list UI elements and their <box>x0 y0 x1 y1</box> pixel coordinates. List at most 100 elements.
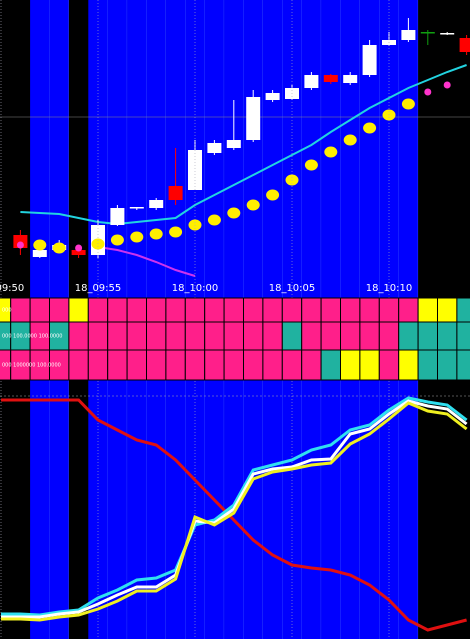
candle-body <box>304 75 319 88</box>
heatmap-cell <box>107 349 128 381</box>
overlay-line <box>97 246 196 277</box>
candle-body <box>323 75 338 82</box>
heatmap-cell <box>398 349 419 381</box>
heatmap-cell <box>68 321 89 351</box>
candle-body <box>32 250 47 257</box>
candle-body <box>420 32 435 34</box>
heatmap-cell <box>146 349 167 381</box>
heatmap-cell <box>340 321 361 351</box>
oscillator-line <box>1 396 468 617</box>
heatmap-cell <box>223 349 245 381</box>
oscillator-line <box>1 398 467 632</box>
heatmap-cell <box>243 349 264 381</box>
heatmap-cell <box>301 321 322 351</box>
indicator-dot <box>266 189 280 201</box>
indicator-dot <box>75 244 83 252</box>
candle-body <box>149 200 164 208</box>
indicator-dot <box>324 146 338 158</box>
time-label: 18_10:00 <box>172 283 219 294</box>
indicator-dot <box>52 242 66 254</box>
oscillator-line <box>1 399 468 619</box>
indicator-dot <box>363 122 377 134</box>
heatmap-cell <box>398 321 419 351</box>
row-label: 000 100.0000 100.0000 <box>2 334 62 340</box>
candle-body <box>459 38 470 52</box>
candle-body <box>168 186 183 200</box>
indicator-dot <box>169 226 183 238</box>
row-label: 000 <box>2 308 12 314</box>
heatmap-cell <box>49 297 70 323</box>
indicator-dot <box>110 234 124 246</box>
heatmap-cell <box>281 321 303 351</box>
heatmap-cell <box>223 321 245 351</box>
indicator-dot <box>443 81 451 89</box>
heatmap-cell <box>146 297 167 323</box>
heatmap-cell <box>107 321 128 351</box>
indicator-dot <box>16 241 24 249</box>
heatmap-cell <box>378 321 400 351</box>
heatmap-cell <box>68 349 89 381</box>
heatmap-cell <box>456 349 470 381</box>
heatmap-cell <box>281 349 303 381</box>
heatmap-cell <box>320 321 342 351</box>
candle-body <box>401 30 416 40</box>
heatmap-cell <box>359 321 380 351</box>
heatmap-cell <box>68 297 89 323</box>
heatmap-cell <box>126 321 147 351</box>
heatmap-cell <box>262 321 283 351</box>
heatmap-cell <box>378 297 400 323</box>
heatmap-cell <box>165 297 186 323</box>
indicator-dot <box>246 199 260 211</box>
heatmap-cell <box>243 321 264 351</box>
indicator-dot <box>130 231 144 243</box>
heatmap-cell <box>204 297 225 323</box>
heatmap-cell <box>320 297 342 323</box>
heatmap-cell <box>126 349 147 381</box>
time-label: 18_09:50 <box>0 283 24 294</box>
candle-body <box>129 207 144 209</box>
heatmap-cell <box>29 297 50 323</box>
heatmap-cell <box>223 297 245 323</box>
indicator-dot <box>207 214 221 226</box>
candle-body <box>362 45 377 75</box>
candle-body <box>440 33 455 35</box>
overlay-line <box>20 64 467 226</box>
heatmap-cell <box>204 349 225 381</box>
heatmap-cell <box>378 349 400 381</box>
row-label: 000 1000000 100.0000 <box>2 363 61 369</box>
heatmap-cell <box>417 297 439 323</box>
heatmap-cell <box>165 321 186 351</box>
heatmap-cell <box>320 349 342 381</box>
heatmap-cell <box>184 297 206 323</box>
heatmap-cell <box>184 349 206 381</box>
indicator-dot <box>401 98 415 110</box>
candle-body <box>71 250 86 255</box>
candle-body <box>343 75 358 83</box>
heatmap-cell <box>437 297 458 323</box>
candle-body <box>246 97 261 140</box>
heatmap-cell <box>10 297 31 323</box>
heatmap-cell <box>262 297 283 323</box>
indicator-dot <box>149 228 163 240</box>
candle-body <box>265 93 280 100</box>
heatmap-cell <box>456 321 470 351</box>
heatmap-cell <box>417 321 439 351</box>
time-label: 18_10:10 <box>366 283 413 294</box>
heatmap-cell <box>437 321 458 351</box>
heatmap-cell <box>301 349 322 381</box>
heatmap-cell <box>340 349 361 381</box>
heatmap-cell <box>87 321 109 351</box>
heatmap-cell <box>146 321 167 351</box>
indicator-dot <box>343 134 357 146</box>
oscillator-line <box>1 401 468 622</box>
heatmap-cell <box>87 349 109 381</box>
time-label: 18_10:05 <box>269 283 316 294</box>
heatmap-cell <box>107 297 128 323</box>
heatmap-cell <box>165 349 186 381</box>
heatmap-cell <box>359 349 380 381</box>
heatmap-cell <box>301 297 322 323</box>
heatmap-cell <box>262 349 283 381</box>
heatmap-cell <box>398 297 419 323</box>
candle-body <box>110 208 125 225</box>
